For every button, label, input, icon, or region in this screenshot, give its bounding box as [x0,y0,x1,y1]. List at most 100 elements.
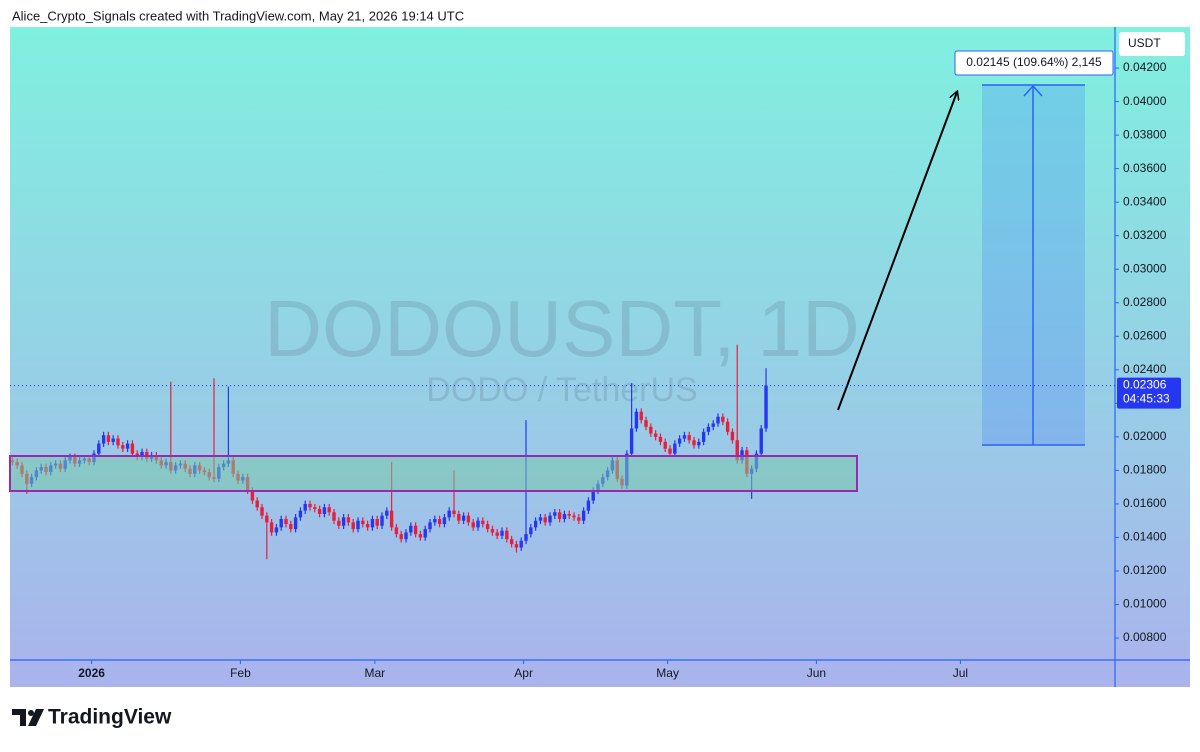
candle-body [361,520,365,525]
currency-box [1119,32,1185,56]
candle-body [538,517,543,521]
candle-body [394,527,399,535]
candle-body [284,519,288,525]
y-tick-label: 0.03400 [1123,194,1167,208]
candle-body [433,519,437,523]
candle-body [591,490,595,501]
candle-body [303,503,307,511]
candle-body [255,500,259,508]
candle-body [111,438,115,442]
candle-body [567,513,571,516]
logo-dot [28,710,34,716]
candle-body [116,438,120,446]
y-tick-label: 0.01800 [1123,463,1167,477]
candle-body [759,428,763,454]
y-tick-label: 0.03200 [1123,228,1167,242]
candle-body [490,529,495,533]
y-tick-label: 0.02600 [1123,328,1167,342]
candle-body [471,522,475,528]
candle-body [663,441,667,449]
candle-body [701,431,706,442]
y-tick-label: 0.01600 [1123,496,1167,510]
candle-body [327,507,331,513]
y-tick-label: 0.03600 [1123,161,1167,175]
support-zone [9,455,858,492]
candle-body [399,534,403,540]
candle-body [509,539,514,545]
price-tag: 0.02306 [1123,378,1167,392]
footer-brand: TradingView [48,706,172,729]
measure-arrowhead [1023,84,1043,97]
candle-body [644,420,648,427]
candle-body [711,423,715,427]
watermark-title: DODOUSDT, 1D [264,284,860,373]
projection-arrow [837,92,957,411]
candle-body [586,500,591,511]
candle-body [322,507,327,514]
x-tick-label: 2026 [78,666,105,680]
candle-body [337,520,341,526]
candle-body [730,431,735,441]
x-tick-label: Jul [953,666,968,680]
candle-body [265,515,269,523]
candle-body [668,448,672,454]
candle-body [505,530,509,540]
logo-t [12,709,26,726]
candle-body [346,517,351,523]
candle-body [543,517,547,523]
candle-body [375,519,379,526]
x-tick-label: Apr [514,666,533,680]
measure-label: 0.02145 (109.64%) 2,145 [966,55,1102,69]
candle-body [125,443,130,449]
countdown: 04:45:33 [1123,392,1170,406]
candle-body [332,512,336,521]
candle-body [380,515,384,526]
measure-label-box [954,50,1114,76]
candle-body [308,503,312,508]
price-tag-box [1117,377,1181,409]
candle-body [106,435,111,442]
candle-body [274,527,279,533]
candle-body [697,441,701,446]
candle-body [461,515,466,521]
y-tick-label: 0.04000 [1123,94,1167,108]
x-tick-label: Feb [230,666,251,680]
candle-body [101,435,106,444]
candle-body [485,524,490,530]
chart-panel [10,27,1190,687]
candle-body [572,515,576,518]
x-tick-label: May [656,666,679,680]
candle-body [442,517,447,525]
candle-body [764,385,768,429]
candle-body [260,507,264,516]
candle-body [500,530,504,536]
candle-body [553,512,557,516]
candle-body [370,519,375,528]
candle-body [341,517,346,526]
candle-body [529,527,533,535]
candle-body [677,438,682,444]
candle-body [313,507,317,509]
candle-body [725,421,730,432]
candle-body [428,522,432,530]
y-tick-label: 0.01200 [1123,563,1167,577]
y-tick-label: 0.00800 [1123,630,1167,644]
y-tick-label: 0.04200 [1123,60,1167,74]
candle-body [629,428,634,454]
candle-body [404,532,408,540]
y-tick-label: 0.02400 [1123,362,1167,376]
candle-body [351,522,355,530]
candle-body [721,416,725,422]
x-tick-label: Mar [364,666,385,680]
candle-body [423,529,427,538]
candle-body [97,443,101,454]
candle-body [418,534,423,538]
candle-body [452,510,456,514]
candle-body [293,517,298,530]
candle-body [673,443,677,454]
candle-body [649,426,653,434]
candle-body [716,416,720,424]
candle-body [409,525,413,533]
x-tick-label: Jun [807,666,826,680]
